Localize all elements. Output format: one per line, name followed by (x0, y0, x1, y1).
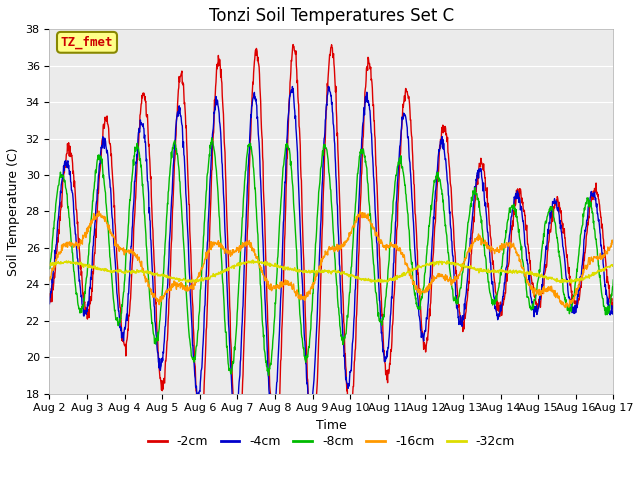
X-axis label: Time: Time (316, 419, 347, 432)
Legend: -2cm, -4cm, -8cm, -16cm, -32cm: -2cm, -4cm, -8cm, -16cm, -32cm (143, 430, 520, 453)
Title: Tonzi Soil Temperatures Set C: Tonzi Soil Temperatures Set C (209, 7, 454, 25)
Y-axis label: Soil Temperature (C): Soil Temperature (C) (7, 147, 20, 276)
Text: TZ_fmet: TZ_fmet (61, 36, 113, 49)
